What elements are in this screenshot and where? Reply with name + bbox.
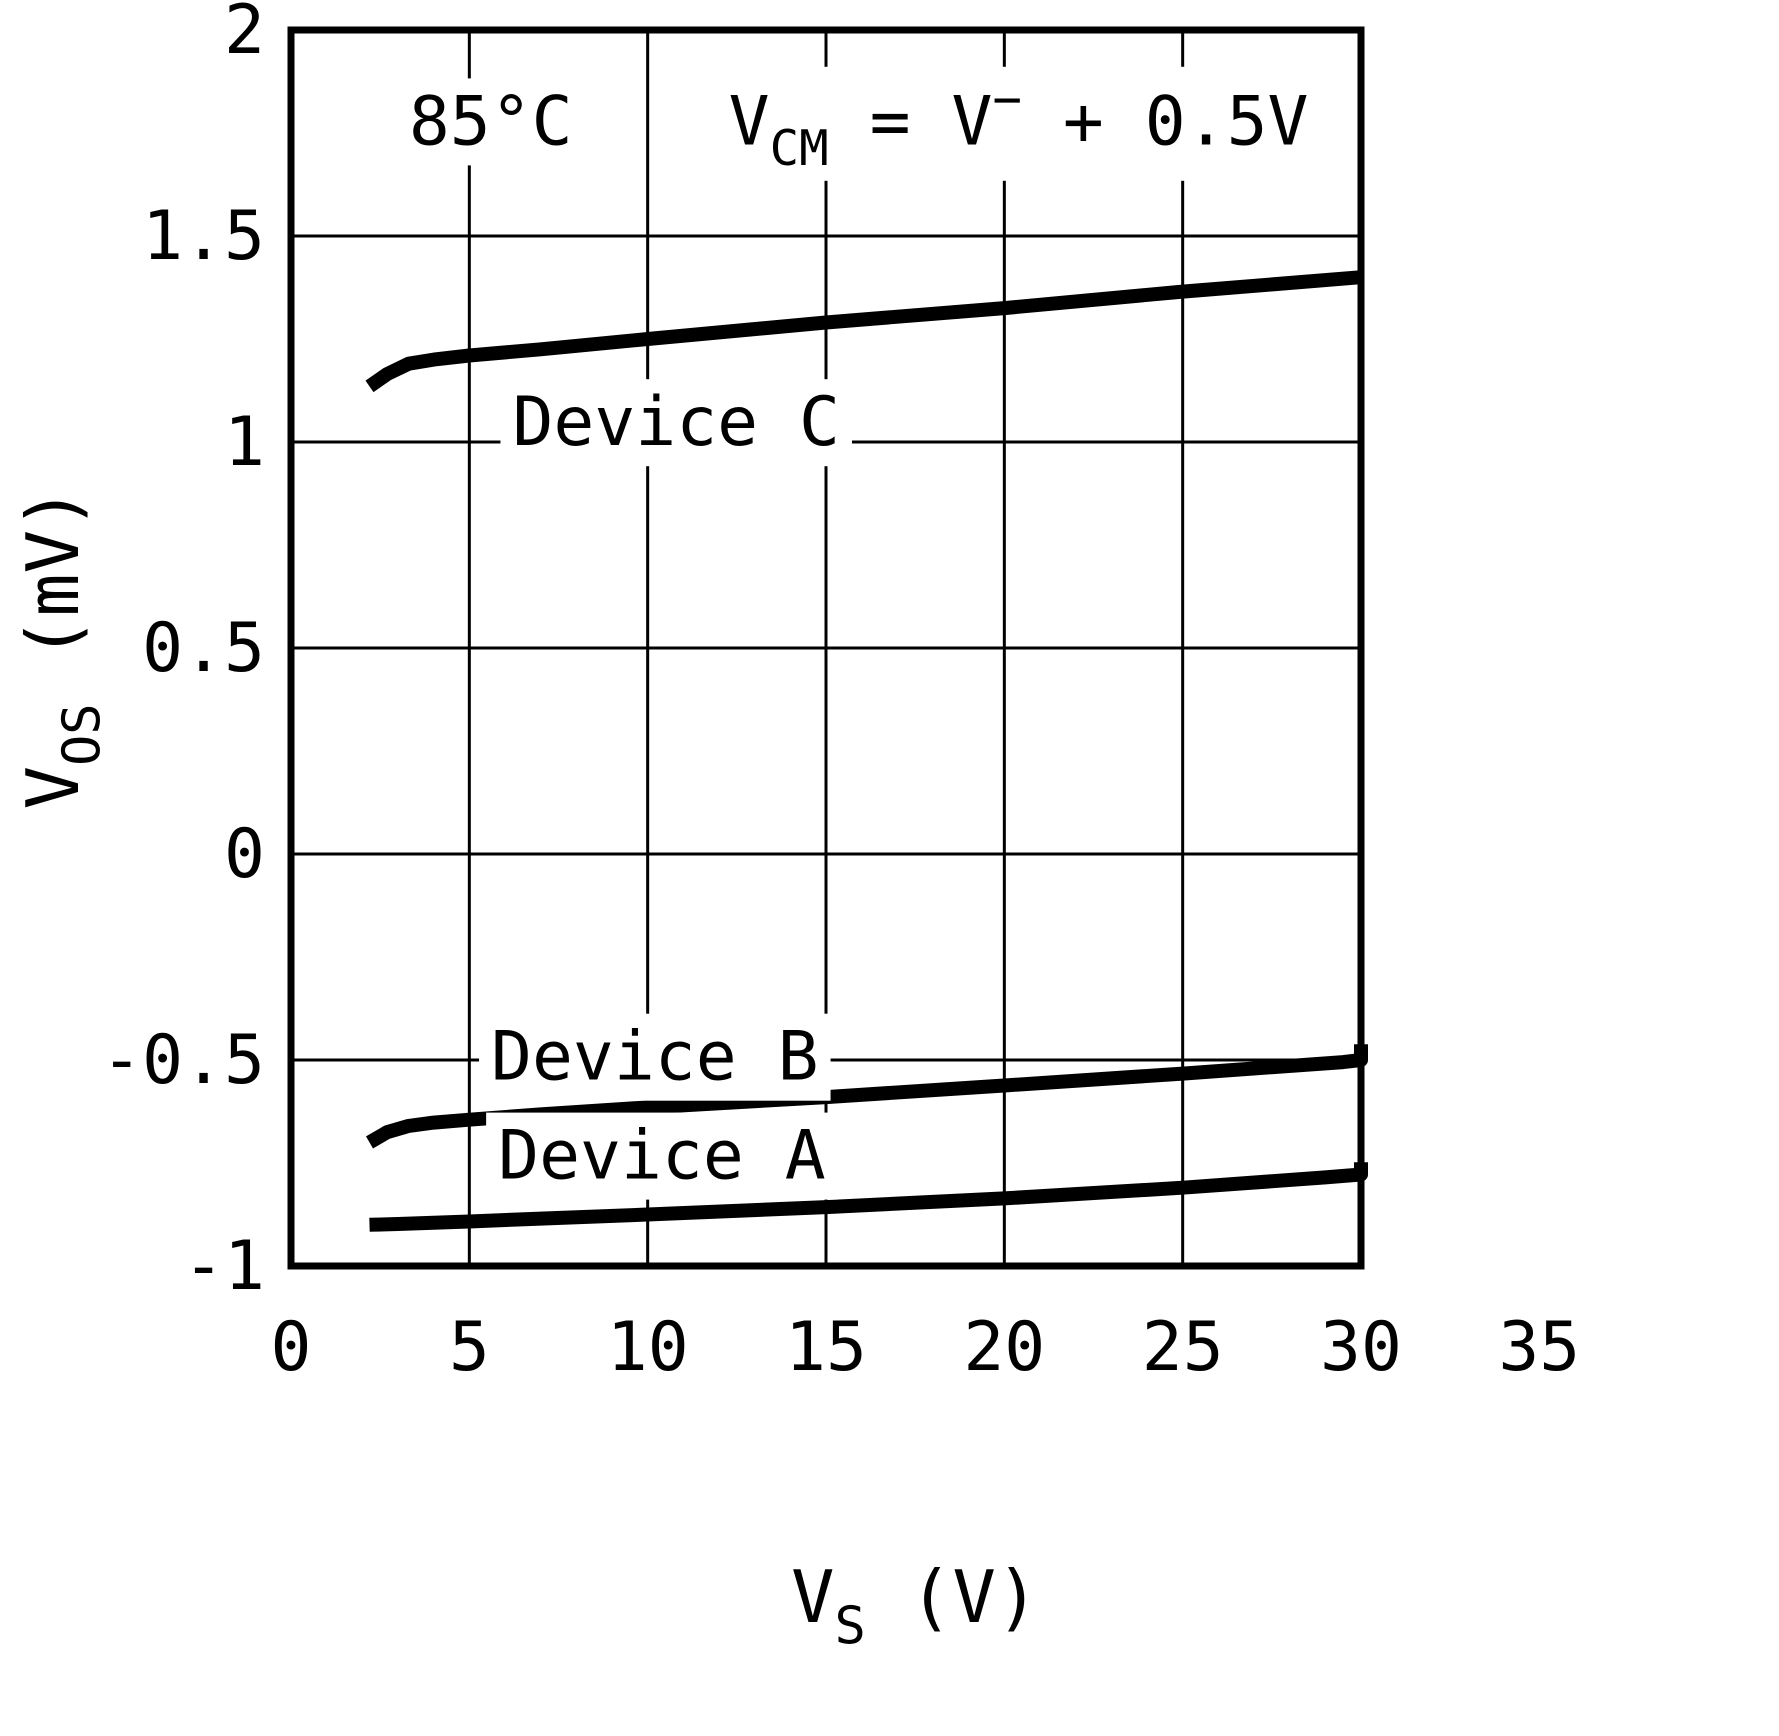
y-axis-title: VOS (mV) [11, 487, 113, 810]
y-tick-label-0.5: 0.5 [142, 609, 265, 688]
x-tick-label-20: 20 [963, 1308, 1045, 1387]
x-tick-label-35: 35 [1498, 1308, 1580, 1387]
series-label-device-c: Device C [512, 383, 840, 462]
series-label-device-a: Device A [498, 1117, 826, 1196]
temp-label-bg [396, 78, 585, 166]
x-tick-label-10: 10 [607, 1308, 689, 1387]
x-tick-label-15: 15 [785, 1308, 867, 1387]
x-tick-label-5: 5 [449, 1308, 490, 1387]
y-tick-label--1: -1 [183, 1227, 265, 1306]
y-tick-label-1: 1 [224, 403, 265, 482]
x-tick-label-25: 25 [1142, 1308, 1224, 1387]
y-tick-label-0: 0 [224, 815, 265, 894]
plot-frame [287, 26, 1365, 1270]
vcm-label: VCM = V− + 0.5V [729, 71, 1309, 177]
y-tick-label--0.5: -0.5 [101, 1021, 265, 1100]
series-line-device-b [365, 1044, 1368, 1149]
y-tick-label-2: 2 [224, 0, 265, 70]
series-label-device-c-bg [500, 379, 852, 467]
series-label-device-b-bg [479, 1013, 831, 1101]
series-label-device-a-bg [486, 1112, 838, 1200]
series-line-device-a [369, 1162, 1368, 1232]
vcm-label-bg [716, 66, 1321, 181]
series-label-device-b: Device B [491, 1018, 819, 1097]
x-tick-label-30: 30 [1320, 1308, 1402, 1387]
series-line-device-c [365, 270, 1362, 393]
temp-label: 85°C [409, 82, 573, 161]
x-tick-label-0: 0 [271, 1308, 312, 1387]
y-tick-label-1.5: 1.5 [142, 197, 265, 276]
x-axis-title: VS (V) [791, 1555, 1039, 1657]
